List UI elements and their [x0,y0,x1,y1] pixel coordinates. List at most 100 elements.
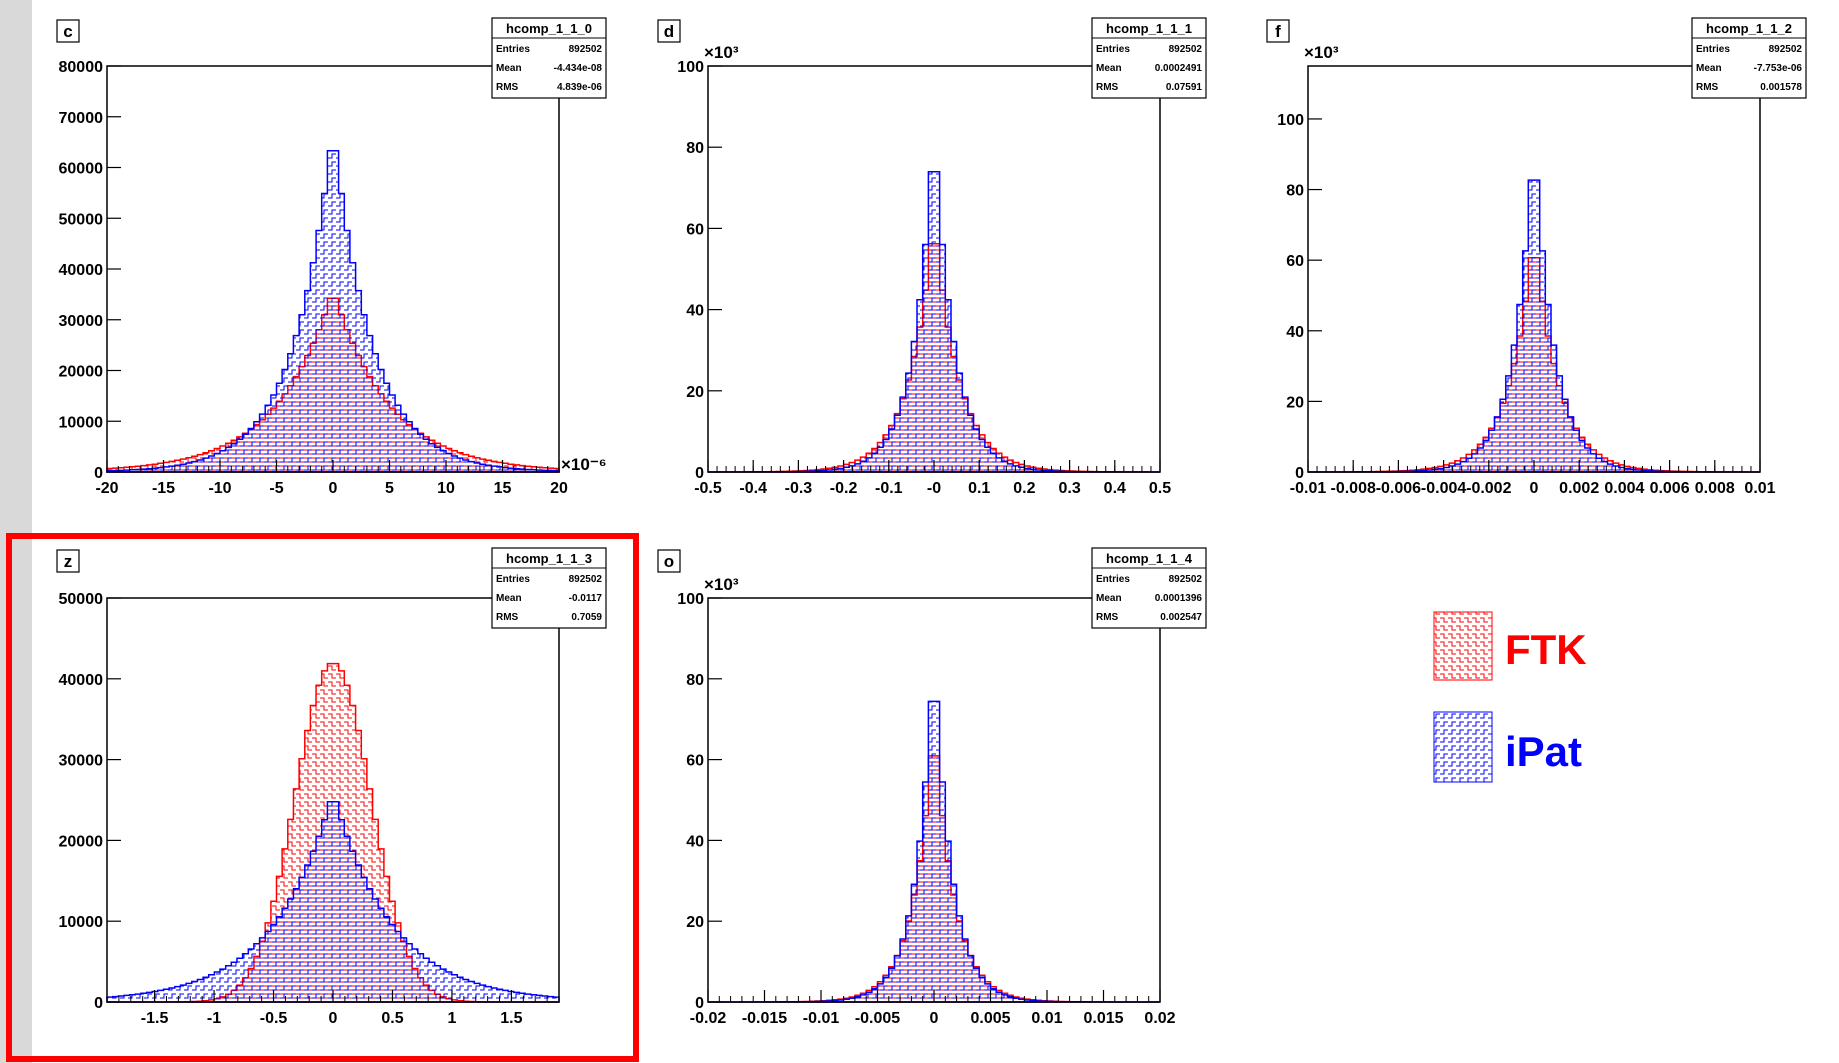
stats-key: Mean [496,593,522,604]
stats-title: hcomp_1_1_2 [1706,21,1792,36]
x-tick-label: -1.5 [141,1010,169,1027]
stats-frame [491,547,607,629]
y-tick-label: 0 [94,465,103,482]
stats-key: Entries [1696,44,1730,55]
x-tick-label: -0.5 [260,1010,288,1027]
x-tick-label: -0.4 [739,480,767,497]
stats-value: 4.839e-06 [557,82,602,93]
x-tick-label: 0 [1530,480,1539,497]
y-tick-label: 100 [1277,112,1304,129]
legend-ftk-label: FTK [1505,626,1587,673]
stats-value: 892502 [1769,44,1803,55]
y-tick-label: 40 [686,833,704,850]
pad-label: f [1275,22,1281,41]
y-tick-label: 20 [686,914,704,931]
stats-value: 0.002547 [1160,612,1202,623]
legend-ipat-label: iPat [1505,728,1582,775]
stats-title: hcomp_1_1_4 [1106,551,1193,566]
stats-value: 892502 [1169,44,1203,55]
y-tick-label: 10000 [59,914,104,931]
stats-key: Mean [1696,63,1722,74]
y-tick-label: 30000 [59,313,104,330]
x-tick-label: -0.01 [803,1010,840,1027]
stats-box: hcomp_1_1_2 Entries 892502 Mean -7.753e-06 RM… [1691,17,1807,99]
pad-o: -0.02 -0.015 -0.01 -0.005 0 0.005 0.01 0.015 0.0… [657,547,1207,1027]
stats-value: 0.001578 [1760,82,1802,93]
x-tick-label: -1 [207,1010,221,1027]
y-tick-label: 30000 [59,753,104,770]
stats-frame [1091,547,1207,629]
pad-label-box [56,549,80,573]
x-tick-label: 0.01 [1744,480,1775,497]
x-tick-label: 0.005 [970,1010,1010,1027]
x-tick-label: 0.3 [1058,480,1080,497]
stats-value: -0.0117 [569,593,603,604]
pad-label: d [664,22,674,41]
hist-ipat [106,800,560,1003]
y-tick-label: 60 [686,753,704,770]
x-tick-label: 0 [930,1010,939,1027]
y-tick-label: 80 [686,140,704,157]
y-tick-label: 70000 [59,110,104,127]
stats-box: hcomp_1_1_0 Entries 892502 Mean -4.434e-08 RM… [491,17,607,99]
x-tick-label: -20 [95,480,118,497]
pad-f: -0.01 -0.008 -0.006 -0.004 -0.002 0 0.002 0.004… [1266,17,1807,497]
stats-key: Mean [1096,63,1122,74]
x-exponent: ×10⁻⁶ [561,455,607,474]
x-tick-label: -0.015 [742,1010,787,1027]
stats-title: hcomp_1_1_1 [1106,21,1192,36]
y-tick-label: 80000 [59,59,104,76]
x-tick-label: 0.008 [1695,480,1735,497]
stats-box: hcomp_1_1_1 Entries 892502 Mean 0.0002491 RMS… [1091,17,1207,99]
x-tick-label: -0.3 [785,480,813,497]
stats-key: RMS [1096,82,1119,93]
x-tick-label: 0.02 [1144,1010,1175,1027]
x-tick-label: -0.1 [875,480,903,497]
legend-ftk-swatch [1433,611,1493,681]
y-tick-label: 80 [1286,183,1304,200]
stats-key: RMS [1096,612,1119,623]
y-tick-label: 20000 [59,833,104,850]
x-tick-label: 0.01 [1031,1010,1062,1027]
y-tick-label: 50000 [59,591,104,608]
x-tick-label: 5 [385,480,394,497]
x-tick-label: 0.006 [1650,480,1690,497]
stats-frame [1691,17,1807,99]
y-tick-label: 40 [1286,324,1304,341]
stats-key: RMS [496,82,519,93]
y-tick-label: 20 [1286,394,1304,411]
stats-key: RMS [496,612,519,623]
pad-label: z [64,552,73,571]
stats-value: 892502 [1169,574,1203,585]
y-tick-label: 0 [1295,465,1304,482]
stats-value: 892502 [569,574,603,585]
x-tick-label: -0.01 [1290,480,1327,497]
y-tick-label: 60 [1286,253,1304,270]
x-tick-label: -0.02 [690,1010,727,1027]
y-tick-label: 40000 [59,672,104,689]
pad-d: -0.5 -0.4 -0.3 -0.2 -0.1 -0 0.1 0.2 0.3 0.4 0.5 0 20… [657,17,1207,497]
stats-title: hcomp_1_1_0 [506,21,592,36]
stats-key: Entries [1096,44,1130,55]
pad-label-box [657,549,681,573]
stats-value: 0.7059 [571,612,602,623]
y-tick-label: 100 [677,59,704,76]
x-tick-label: 1 [447,1010,456,1027]
stats-value: 0.0002491 [1155,63,1203,74]
selection-highlight [6,533,639,1062]
hist-ipat [106,149,560,473]
stats-value: 892502 [569,44,603,55]
x-tick-label: 0.004 [1604,480,1644,497]
x-tick-label: 0.5 [1149,480,1171,497]
y-tick-label: 0 [94,995,103,1012]
stats-value: -4.434e-08 [554,63,603,74]
y-exponent: ×10³ [1304,43,1339,62]
y-tick-label: 80 [686,672,704,689]
legend-ipat-swatch [1433,711,1493,783]
stats-key: Entries [496,574,530,585]
pad-label-box [56,19,80,43]
pad-label-box [1266,19,1290,43]
pad-c: -20 -15 -10 -5 0 5 10 15 20 0 10000 20000 30000 40000… [56,17,607,497]
x-tick-label: 0.2 [1013,480,1035,497]
